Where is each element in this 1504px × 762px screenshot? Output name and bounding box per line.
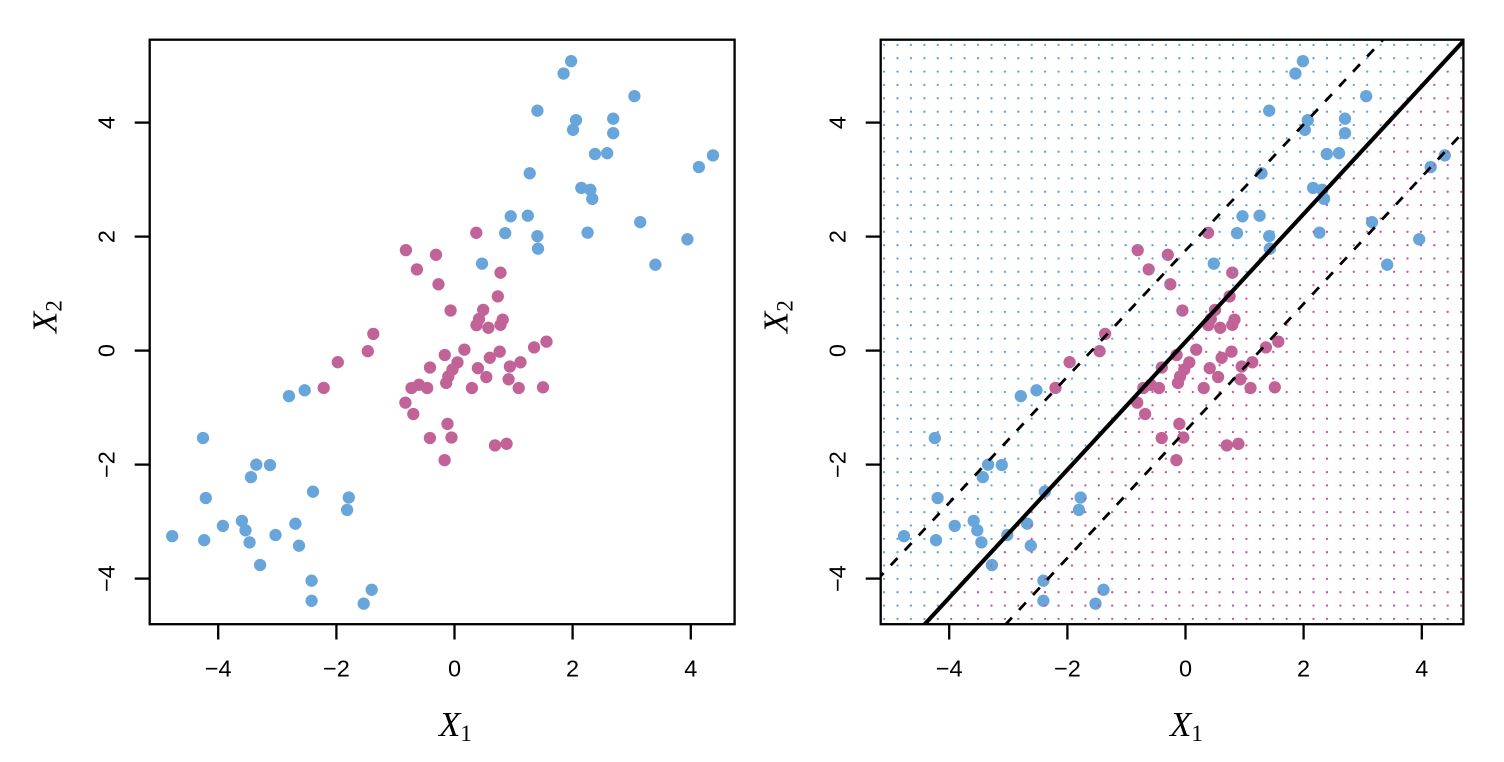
svg-text:2: 2 <box>94 230 120 243</box>
svg-text:−4: −4 <box>94 565 120 592</box>
svg-text:4: 4 <box>684 656 697 682</box>
svg-text:2: 2 <box>825 230 851 243</box>
svg-text:−2: −2 <box>1054 656 1081 682</box>
svg-text:2: 2 <box>566 656 579 682</box>
svg-text:−2: −2 <box>825 451 851 478</box>
svg-text:−4: −4 <box>825 565 851 592</box>
svg-text:4: 4 <box>1415 656 1428 682</box>
svg-text:−2: −2 <box>94 451 120 478</box>
svg-text:0: 0 <box>94 344 120 357</box>
svg-text:4: 4 <box>94 116 120 129</box>
svg-text:−4: −4 <box>205 656 232 682</box>
svg-text:−2: −2 <box>323 656 350 682</box>
svg-text:0: 0 <box>825 344 851 357</box>
svg-text:4: 4 <box>825 116 851 129</box>
svg-text:0: 0 <box>1179 656 1192 682</box>
svg-text:2: 2 <box>1297 656 1310 682</box>
svg-text:0: 0 <box>448 656 461 682</box>
svg-text:−4: −4 <box>936 656 963 682</box>
